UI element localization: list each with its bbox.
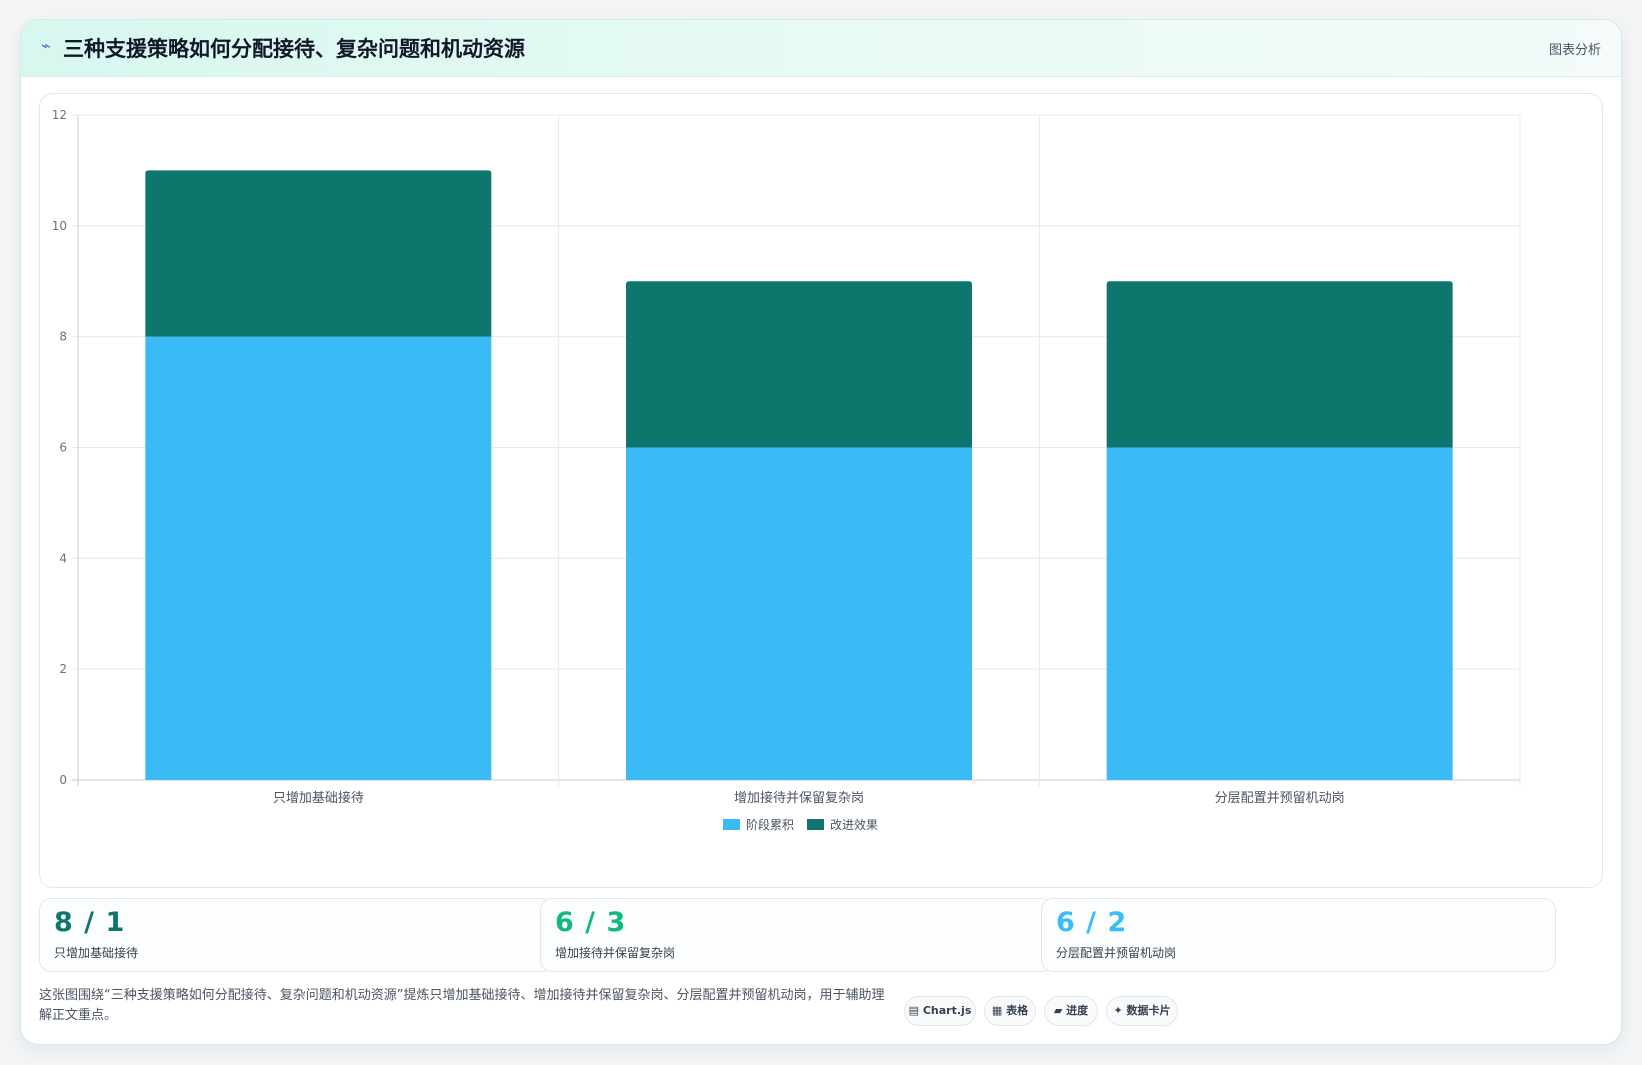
x-tick-label: 只增加基础接待 bbox=[273, 790, 364, 806]
x-tick-label: 增加接待并保留复杂岗 bbox=[734, 790, 864, 806]
tag-chartjs[interactable]: ▤ Chart.js bbox=[904, 996, 976, 1026]
bar-segment bbox=[626, 281, 972, 448]
stat-value: 8 / 1 bbox=[54, 907, 126, 938]
bar-segment bbox=[1106, 447, 1453, 780]
bar-segment bbox=[145, 170, 492, 337]
y-tick-label: 10 bbox=[52, 219, 67, 233]
x-tick-label: 分层配置并预留机动岗 bbox=[1215, 791, 1345, 806]
stacked-bar-chart: 0 2 4 6 8 10 12 只增加基础接待 增加接待并保留复杂岗 分层配置并预留机动岗阶段累积… bbox=[52, 108, 1521, 832]
tag-label: 进度 bbox=[1066, 1004, 1089, 1017]
y-tick-label: 12 bbox=[52, 108, 67, 122]
chart-card: ⌁ 三种支援策略如何分配接待、复杂问题和机动资源 图表分析 0 2 4 6 8 10 12 只… bbox=[20, 19, 1622, 1045]
chart-analysis-tag: 图表分析 bbox=[1548, 43, 1601, 58]
tag-data-card[interactable]: ✦ 数据卡片 bbox=[1106, 996, 1178, 1026]
wave-icon: ⌁ bbox=[41, 36, 51, 55]
chart-title: 三种支援策略如何分配接待、复杂问题和机动资源 bbox=[63, 37, 525, 61]
chart-icon: ▤ bbox=[908, 1004, 920, 1017]
card-header: ⌁ 三种支援策略如何分配接待、复杂问题和机动资源 图表分析 bbox=[21, 20, 1621, 77]
tag-table[interactable]: ▦ 表格 bbox=[984, 996, 1036, 1026]
chart-container: 0 2 4 6 8 10 12 只增加基础接待 增加接待并保留复杂岗 分层配置并预留机动岗阶段累积… bbox=[39, 93, 1603, 888]
y-tick-label: 4 bbox=[59, 551, 67, 565]
y-tick-label: 2 bbox=[59, 662, 67, 676]
stat-label: 只增加基础接待 bbox=[54, 946, 139, 960]
stat-cards: 8 / 1 只增加基础接待 6 / 3 增加接待并保留复杂岗 6 / 2 分层配… bbox=[39, 898, 1603, 972]
y-tick-label: 0 bbox=[59, 773, 67, 787]
stat-card: 6 / 2 分层配置并预留机动岗 bbox=[1041, 898, 1556, 972]
stat-card: 6 / 3 增加接待并保留复杂岗 bbox=[540, 898, 1055, 972]
legend-label: 阶段累积 bbox=[746, 817, 794, 832]
chart-description: 这张图围绕“三种支援策略如何分配接待、复杂问题和机动资源”提炼只增加基础接待、增… bbox=[39, 988, 885, 1023]
legend-swatch bbox=[807, 819, 824, 830]
tag-label: Chart.js bbox=[922, 1004, 972, 1017]
tag-progress[interactable]: ▰ 进度 bbox=[1044, 996, 1098, 1026]
tag-label: 表格 bbox=[1006, 1004, 1029, 1017]
bar-segment bbox=[145, 336, 492, 780]
progress-icon: ▰ bbox=[1053, 1004, 1063, 1017]
stat-value: 6 / 2 bbox=[1056, 907, 1128, 938]
stat-label: 分层配置并预留机动岗 bbox=[1056, 946, 1177, 960]
stat-label: 增加接待并保留复杂岗 bbox=[555, 946, 676, 960]
y-tick-label: 8 bbox=[59, 330, 67, 344]
legend-label: 改进效果 bbox=[830, 817, 878, 832]
tag-label: 数据卡片 bbox=[1126, 1004, 1171, 1017]
y-tick-label: 6 bbox=[59, 441, 67, 455]
sparkle-icon: ✦ bbox=[1113, 1004, 1123, 1017]
stat-value: 6 / 3 bbox=[555, 907, 627, 938]
table-icon: ▦ bbox=[991, 1004, 1003, 1017]
bar-segment bbox=[626, 447, 972, 780]
legend-swatch bbox=[723, 819, 740, 830]
stat-card: 8 / 1 只增加基础接待 bbox=[39, 898, 554, 972]
bar-segment bbox=[1106, 281, 1453, 448]
